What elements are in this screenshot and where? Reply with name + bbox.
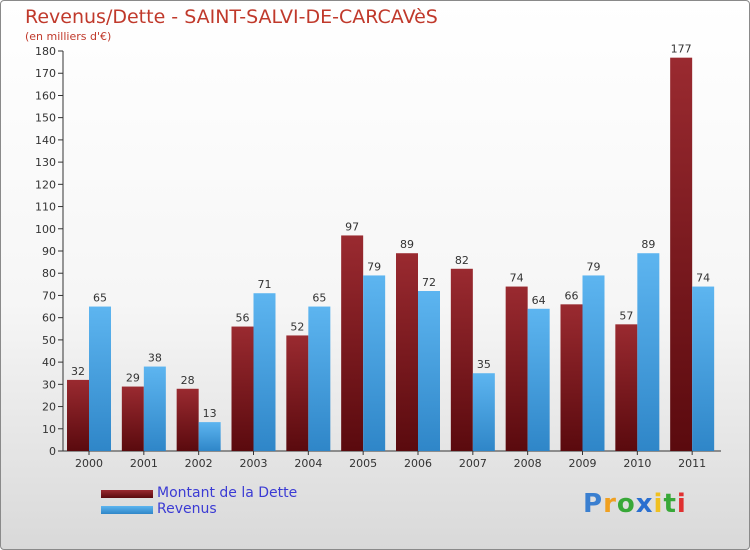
bar-dette (670, 57, 693, 452)
bar-dette (560, 304, 583, 451)
data-label-dette: 29 (126, 372, 140, 385)
bar-revenus (472, 373, 495, 451)
bar-dette (176, 388, 199, 451)
legend-swatch-dette (101, 490, 153, 498)
y-tick-label: 100 (35, 223, 56, 236)
x-tick-label: 2008 (514, 457, 542, 470)
data-label-dette: 28 (181, 374, 195, 387)
bar-dette (341, 235, 364, 451)
bar-revenus (637, 253, 660, 451)
bar-dette (450, 268, 473, 451)
y-tick-label: 170 (35, 67, 56, 80)
data-label-dette: 74 (510, 272, 524, 285)
y-tick-label: 50 (42, 334, 56, 347)
logo-letter: r (603, 489, 617, 519)
y-tick-label: 20 (42, 401, 56, 414)
bar-revenus (527, 308, 550, 451)
logo-letter: i (676, 489, 687, 519)
y-tick-label: 60 (42, 312, 56, 325)
data-label-dette: 89 (400, 238, 414, 251)
y-tick-label: 180 (35, 45, 56, 58)
y-tick-label: 140 (35, 134, 56, 147)
data-label-dette: 56 (236, 312, 250, 325)
logo-letter: t (663, 489, 677, 519)
bar-revenus (363, 275, 386, 451)
data-label-dette: 66 (565, 289, 579, 302)
logo-letter: P (583, 489, 604, 519)
chart-subtitle: (en milliers d'€) (25, 30, 112, 43)
y-tick-label: 80 (42, 267, 56, 280)
bar-dette (231, 326, 254, 451)
data-label-revenus: 35 (477, 358, 491, 371)
bar-dette (615, 324, 638, 451)
x-tick-label: 2002 (185, 457, 213, 470)
bar-revenus (89, 306, 111, 451)
data-label-revenus: 89 (641, 238, 655, 251)
y-tick-label: 90 (42, 245, 56, 258)
data-label-dette: 57 (619, 309, 633, 322)
bar-revenus (198, 422, 221, 451)
y-tick-label: 110 (35, 201, 56, 214)
data-label-revenus: 38 (148, 352, 162, 365)
x-tick-label: 2011 (678, 457, 706, 470)
bar-dette (121, 386, 144, 451)
x-tick-label: 2010 (623, 457, 651, 470)
logo-letter: i (653, 489, 664, 519)
y-tick-label: 40 (42, 356, 56, 369)
y-tick-label: 130 (35, 156, 56, 169)
bar-dette (286, 335, 309, 451)
data-label-revenus: 65 (93, 292, 107, 305)
y-tick-label: 10 (42, 423, 56, 436)
legend-label-revenus: Revenus (157, 501, 217, 517)
bar-dette (505, 286, 528, 451)
logo-letter: o (616, 489, 636, 519)
legend-label-dette: Montant de la Dette (157, 485, 298, 501)
data-label-revenus: 13 (203, 407, 217, 420)
data-label-revenus: 71 (258, 278, 272, 291)
bar-revenus (582, 275, 605, 451)
x-tick-label: 2006 (404, 457, 432, 470)
logo-letter: x (635, 489, 654, 519)
data-label-dette: 97 (345, 220, 359, 233)
y-tick-label: 120 (35, 178, 56, 191)
data-label-dette: 52 (290, 320, 304, 333)
chart-title: Revenus/Dette - SAINT-SALVI-DE-CARCAVèS (25, 6, 438, 28)
data-label-revenus: 79 (367, 260, 381, 273)
bar-revenus (253, 293, 276, 451)
proxiti-logo: Proxiti (583, 489, 687, 519)
data-label-revenus: 74 (696, 272, 710, 285)
y-tick-label: 70 (42, 289, 56, 302)
x-tick-label: 2001 (130, 457, 158, 470)
y-tick-label: 160 (35, 89, 56, 102)
bar-revenus (308, 306, 331, 451)
data-label-revenus: 72 (422, 276, 436, 289)
x-tick-label: 2003 (240, 457, 268, 470)
x-tick-label: 2009 (569, 457, 597, 470)
data-label-revenus: 79 (587, 260, 601, 273)
data-label-dette: 32 (71, 365, 85, 378)
legend-swatch-revenus (101, 506, 153, 514)
data-label-revenus: 64 (532, 294, 546, 307)
y-tick-label: 30 (42, 378, 56, 391)
data-label-dette: 82 (455, 254, 469, 267)
x-tick-label: 2004 (294, 457, 322, 470)
data-label-dette: 177 (671, 43, 692, 56)
bar-dette (67, 379, 89, 451)
x-tick-label: 2000 (75, 457, 103, 470)
y-tick-label: 0 (49, 445, 56, 458)
data-label-revenus: 65 (312, 292, 326, 305)
bar-revenus (143, 366, 166, 451)
bar-dette (396, 253, 418, 451)
x-tick-label: 2005 (349, 457, 377, 470)
x-tick-label: 2007 (459, 457, 487, 470)
y-tick-label: 150 (35, 112, 56, 125)
bar-revenus (418, 291, 440, 451)
bar-revenus (692, 286, 715, 451)
